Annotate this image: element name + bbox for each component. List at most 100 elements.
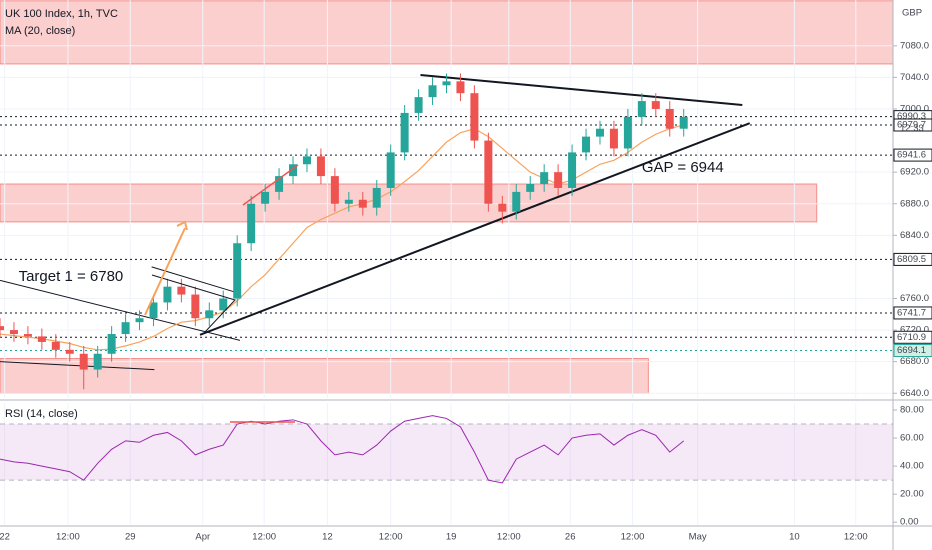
drawing bbox=[151, 274, 236, 333]
candle-body bbox=[23, 334, 32, 337]
candle-body bbox=[205, 310, 214, 319]
y-tick-label: 40.00 bbox=[900, 461, 924, 472]
candle-body bbox=[679, 116, 688, 129]
candle-body bbox=[637, 101, 646, 117]
zone bbox=[0, 358, 649, 394]
price-label-box bbox=[893, 118, 932, 132]
drawing bbox=[242, 164, 299, 206]
y-tick-label: 6640.0 bbox=[900, 388, 929, 399]
candle-body bbox=[121, 322, 130, 335]
trendline bbox=[0, 279, 241, 341]
candle-body bbox=[9, 330, 18, 335]
y-tick-label: 6720.0 bbox=[900, 325, 929, 336]
candle-body bbox=[400, 112, 409, 153]
x-tick-label: 12:00 bbox=[252, 532, 276, 543]
candle-body bbox=[344, 199, 353, 204]
rsi-line bbox=[0, 415, 685, 484]
candle-body bbox=[261, 191, 270, 204]
x-tick-label: 19 bbox=[446, 532, 457, 543]
x-tick-label: Apr bbox=[195, 532, 210, 543]
candle-body bbox=[623, 116, 632, 149]
arrow bbox=[144, 227, 186, 316]
candle-body bbox=[316, 156, 325, 177]
x-tick-label: 12:00 bbox=[497, 532, 521, 543]
zone bbox=[0, 0, 894, 65]
candle-body bbox=[37, 336, 46, 342]
candle-body bbox=[540, 172, 549, 184]
y-tick-label: 80.00 bbox=[900, 405, 924, 416]
x-tick-label: 12:00 bbox=[56, 532, 80, 543]
price-label: 6694.1 bbox=[897, 345, 926, 356]
candle-body bbox=[93, 353, 102, 370]
candle-body bbox=[442, 81, 451, 86]
price-label-box bbox=[893, 306, 932, 320]
y-tick-label: 6840.0 bbox=[900, 230, 929, 241]
price-label: 6990.3 bbox=[897, 111, 926, 122]
price-label: 6809.5 bbox=[897, 254, 926, 265]
candle-body bbox=[609, 128, 618, 149]
candle-body bbox=[302, 156, 311, 165]
rsi-band bbox=[0, 424, 893, 481]
candle-body bbox=[163, 286, 172, 303]
price-label-box bbox=[893, 252, 932, 266]
y-tick-label: 6920.0 bbox=[900, 167, 929, 178]
candle-body bbox=[330, 176, 339, 204]
x-tick-label: 10 bbox=[789, 532, 800, 543]
chart-title: UK 100 Index, 1h, TVC bbox=[5, 8, 118, 20]
candle-body bbox=[149, 302, 158, 319]
indicator-label: MA (20, close) bbox=[5, 25, 75, 37]
candle-body bbox=[386, 152, 395, 188]
y-tick-label: 7080.0 bbox=[900, 40, 929, 51]
x-tick-label: 12 bbox=[322, 532, 333, 543]
y-tick-label: 6680.0 bbox=[900, 356, 929, 367]
candle-body bbox=[219, 298, 228, 311]
candle-body bbox=[233, 243, 242, 299]
y-tick-label: 7000.0 bbox=[900, 103, 929, 114]
x-tick-label: 12:00 bbox=[844, 532, 868, 543]
candle-body bbox=[51, 341, 60, 350]
candle-body bbox=[456, 81, 465, 94]
candle-body bbox=[372, 187, 381, 208]
candle-body bbox=[665, 108, 674, 129]
currency: GBP bbox=[902, 8, 922, 19]
y-tick-label: 6880.0 bbox=[900, 198, 929, 209]
y-tick-label: 7040.0 bbox=[900, 72, 929, 83]
price-label: 6941.6 bbox=[897, 150, 926, 161]
y-tick-label: 0.00 bbox=[900, 517, 919, 528]
trendline bbox=[420, 74, 743, 107]
annotation: Target 1 = 6780 bbox=[19, 268, 124, 285]
candle-body bbox=[651, 101, 660, 109]
y-tick-label: 60.00 bbox=[900, 433, 924, 444]
x-tick-label: May bbox=[689, 532, 707, 543]
candle-body bbox=[568, 152, 577, 188]
price-label: 6741.7 bbox=[897, 307, 926, 318]
candle-body bbox=[191, 294, 200, 319]
price-label-box bbox=[893, 148, 932, 162]
candle-body bbox=[582, 136, 591, 153]
price-label: 6710.9 bbox=[897, 332, 926, 343]
candle-body bbox=[0, 326, 4, 331]
x-tick-label: 22 bbox=[0, 532, 10, 543]
candle-body bbox=[289, 164, 298, 177]
zone bbox=[0, 183, 818, 223]
candle-body bbox=[526, 183, 535, 192]
price-label: 6979.7 bbox=[897, 120, 926, 131]
trendline bbox=[199, 122, 751, 336]
candle-body bbox=[247, 203, 256, 244]
candle-body bbox=[414, 97, 423, 113]
x-tick-label: 29 bbox=[125, 532, 136, 543]
candle-body bbox=[135, 318, 144, 323]
trendline bbox=[0, 361, 155, 371]
candle-body bbox=[79, 353, 88, 370]
candle-body bbox=[428, 85, 437, 98]
arrow-head bbox=[176, 220, 188, 231]
annotation: GAP = 6944 bbox=[642, 159, 724, 176]
candle-body bbox=[358, 199, 367, 208]
candle-body bbox=[65, 349, 74, 354]
candle-body bbox=[177, 286, 186, 295]
x-tick-label: 12:00 bbox=[379, 532, 403, 543]
rsi-label: RSI (14, close) bbox=[5, 408, 78, 420]
candle-body bbox=[107, 334, 116, 354]
